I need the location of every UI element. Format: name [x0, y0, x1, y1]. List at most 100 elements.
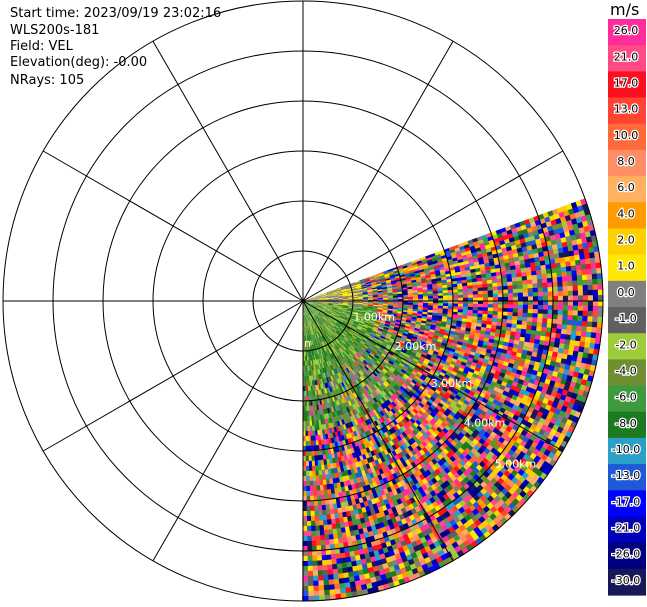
velocity-cell — [589, 252, 596, 259]
velocity-cell — [512, 316, 518, 321]
velocity-cell — [483, 297, 489, 302]
velocity-cell — [561, 241, 568, 249]
velocity-cell — [453, 297, 459, 302]
velocity-cell — [572, 295, 579, 302]
velocity-cell — [393, 271, 400, 276]
velocity-cell — [367, 303, 374, 305]
velocity-cell — [536, 322, 543, 328]
velocity-cell — [347, 293, 353, 296]
velocity-cell — [347, 291, 353, 294]
velocity-cell — [380, 277, 386, 281]
velocity-cell — [407, 263, 413, 268]
velocity-cell — [402, 297, 409, 300]
velocity-cell — [447, 306, 454, 310]
velocity-cell — [317, 295, 323, 298]
velocity-cell — [371, 283, 377, 286]
velocity-cell — [476, 277, 483, 282]
velocity-cell — [318, 301, 324, 303]
velocity-cell — [417, 294, 424, 297]
velocity-cell — [516, 247, 523, 254]
velocity-cell — [447, 308, 454, 313]
velocity-cell — [425, 254, 432, 260]
velocity-cell — [395, 277, 401, 281]
velocity-cell — [317, 297, 324, 299]
velocity-cell — [417, 262, 424, 267]
velocity-cell — [373, 273, 380, 277]
velocity-cell — [361, 287, 368, 291]
velocity-cell — [460, 273, 467, 278]
velocity-cell — [507, 285, 514, 290]
velocity-cell — [389, 273, 395, 277]
velocity-cell — [413, 266, 419, 270]
velocity-cell — [307, 298, 314, 300]
velocity-cell — [522, 308, 529, 314]
velocity-cell — [494, 264, 501, 270]
velocity-cell — [447, 311, 453, 315]
velocity-cell — [382, 297, 389, 300]
velocity-cell — [473, 297, 479, 302]
velocity-cell — [482, 304, 489, 308]
velocity-cell — [510, 269, 517, 275]
velocity-cell — [562, 314, 568, 321]
velocity-cell — [497, 286, 504, 291]
velocity-cell — [327, 297, 334, 299]
velocity-cell — [507, 308, 514, 313]
velocity-cell — [362, 289, 368, 292]
velocity-cell — [513, 256, 520, 263]
velocity-cell — [365, 281, 372, 285]
velocity-cell — [525, 267, 532, 273]
velocity-cell — [328, 301, 334, 303]
velocity-cell — [553, 228, 560, 236]
velocity-cell — [308, 299, 314, 301]
velocity-cell — [532, 287, 539, 293]
velocity-cell — [351, 285, 357, 289]
velocity-cell — [407, 265, 414, 270]
velocity-cell — [322, 297, 329, 299]
velocity-cell — [322, 295, 328, 298]
velocity-cell — [368, 275, 375, 279]
velocity-cell — [561, 324, 568, 331]
velocity-cell — [552, 286, 559, 293]
velocity-cell — [558, 227, 565, 235]
velocity-cell — [561, 221, 569, 229]
velocity-cell — [427, 296, 434, 299]
velocity-cell — [551, 323, 558, 330]
velocity-cell — [572, 285, 579, 292]
velocity-cell — [442, 292, 449, 296]
velocity-cell — [427, 293, 434, 297]
velocity-cell — [447, 287, 453, 291]
velocity-cell — [450, 275, 457, 280]
velocity-cell — [331, 291, 338, 294]
velocity-cell — [596, 273, 603, 280]
velocity-cell — [477, 303, 484, 308]
velocity-cell — [567, 224, 575, 232]
velocity-cell — [530, 266, 537, 272]
velocity-cell — [517, 284, 524, 290]
velocity-cell — [477, 313, 483, 318]
velocity-cell — [347, 290, 353, 293]
velocity-cell — [465, 272, 472, 278]
velocity-cell — [332, 293, 338, 296]
velocity-cell — [482, 313, 488, 319]
velocity-cell — [557, 247, 564, 254]
velocity-cell — [478, 297, 484, 302]
velocity-cell — [453, 300, 459, 304]
velocity-cell — [392, 302, 399, 305]
velocity-cell — [437, 308, 444, 312]
velocity-cell — [308, 300, 314, 301]
velocity-cell — [562, 226, 570, 233]
velocity-cell — [513, 300, 519, 306]
velocity-cell — [471, 275, 477, 280]
velocity-cell — [427, 309, 434, 313]
velocity-cell — [546, 273, 553, 279]
velocity-cell — [596, 267, 603, 275]
velocity-cell — [522, 284, 529, 290]
velocity-cell — [307, 299, 314, 301]
velocity-cell — [558, 300, 564, 306]
velocity-cell — [326, 291, 333, 294]
velocity-cell — [517, 288, 524, 294]
instrument-label: WLS200s-181 — [10, 23, 100, 38]
velocity-cell — [303, 299, 309, 301]
velocity-cell — [432, 295, 439, 299]
velocity-cell — [532, 248, 539, 255]
